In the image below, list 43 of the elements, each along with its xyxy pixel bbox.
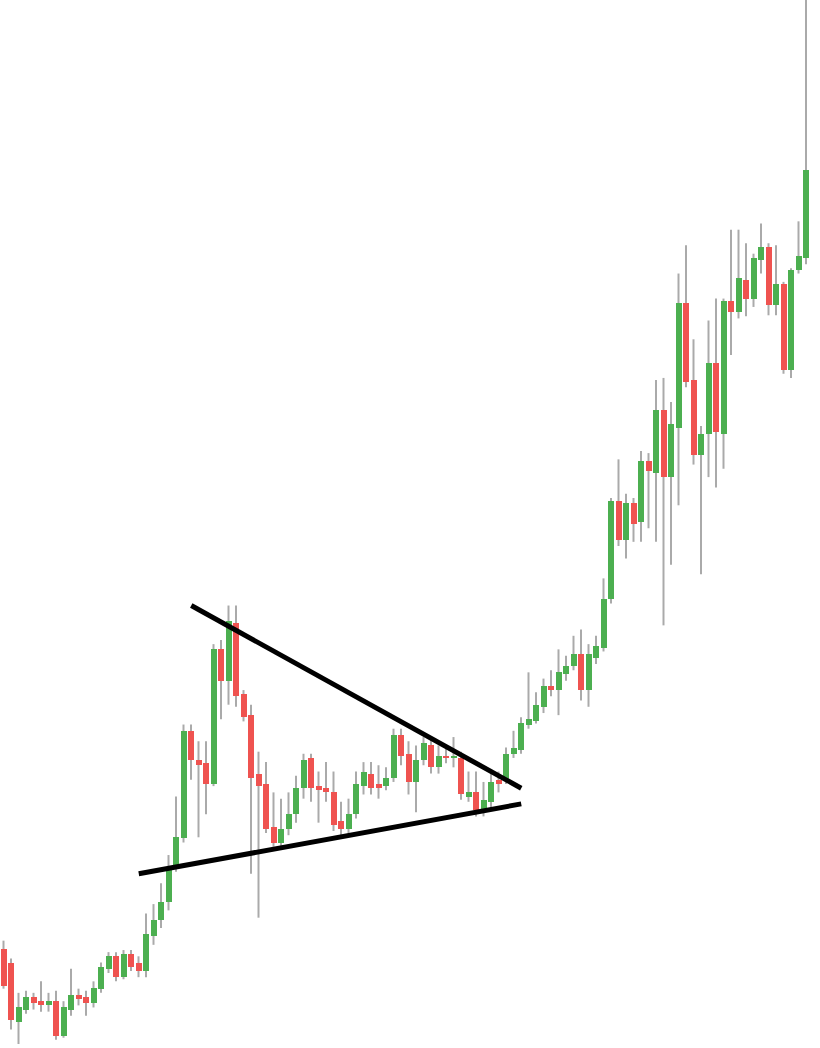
candlestick [578, 628, 584, 702]
candlestick [128, 949, 134, 972]
candlestick [278, 797, 284, 850]
candlestick [435, 744, 442, 775]
candlestick [45, 991, 52, 1013]
candlestick [383, 766, 389, 792]
candlestick [143, 912, 149, 979]
candlestick [53, 989, 59, 1041]
candlestick [83, 989, 89, 1017]
candlestick [728, 228, 734, 356]
candlestick [473, 770, 479, 818]
candlestick [330, 770, 337, 833]
candlestick [188, 723, 194, 781]
candlestick [120, 949, 127, 981]
candlestick [645, 452, 652, 530]
candlestick [420, 736, 427, 767]
candlestick [548, 669, 554, 698]
candlestick [570, 634, 577, 672]
candlestick [218, 638, 224, 721]
candlestick [518, 716, 524, 755]
candlestick [428, 738, 434, 775]
candlestick [465, 770, 472, 803]
candlestick [300, 752, 307, 800]
candlestick [390, 727, 397, 783]
candlestick [195, 740, 202, 839]
candlestick [375, 764, 382, 800]
candlestick [135, 955, 142, 979]
candlestick [113, 951, 119, 983]
candlestick [413, 744, 419, 814]
candlestick [743, 242, 749, 318]
candlestick [698, 424, 704, 576]
candlestick [15, 991, 22, 1044]
candlestick [488, 770, 494, 810]
candlestick [585, 643, 592, 708]
candlestick [38, 980, 44, 1013]
candlestick [270, 791, 277, 848]
candlestick [540, 677, 547, 715]
candlestick [368, 761, 374, 796]
candlestick [623, 492, 629, 560]
candlestick [308, 752, 314, 803]
candlestick [773, 244, 779, 317]
candlestick [735, 228, 742, 320]
candlestick [555, 648, 562, 717]
